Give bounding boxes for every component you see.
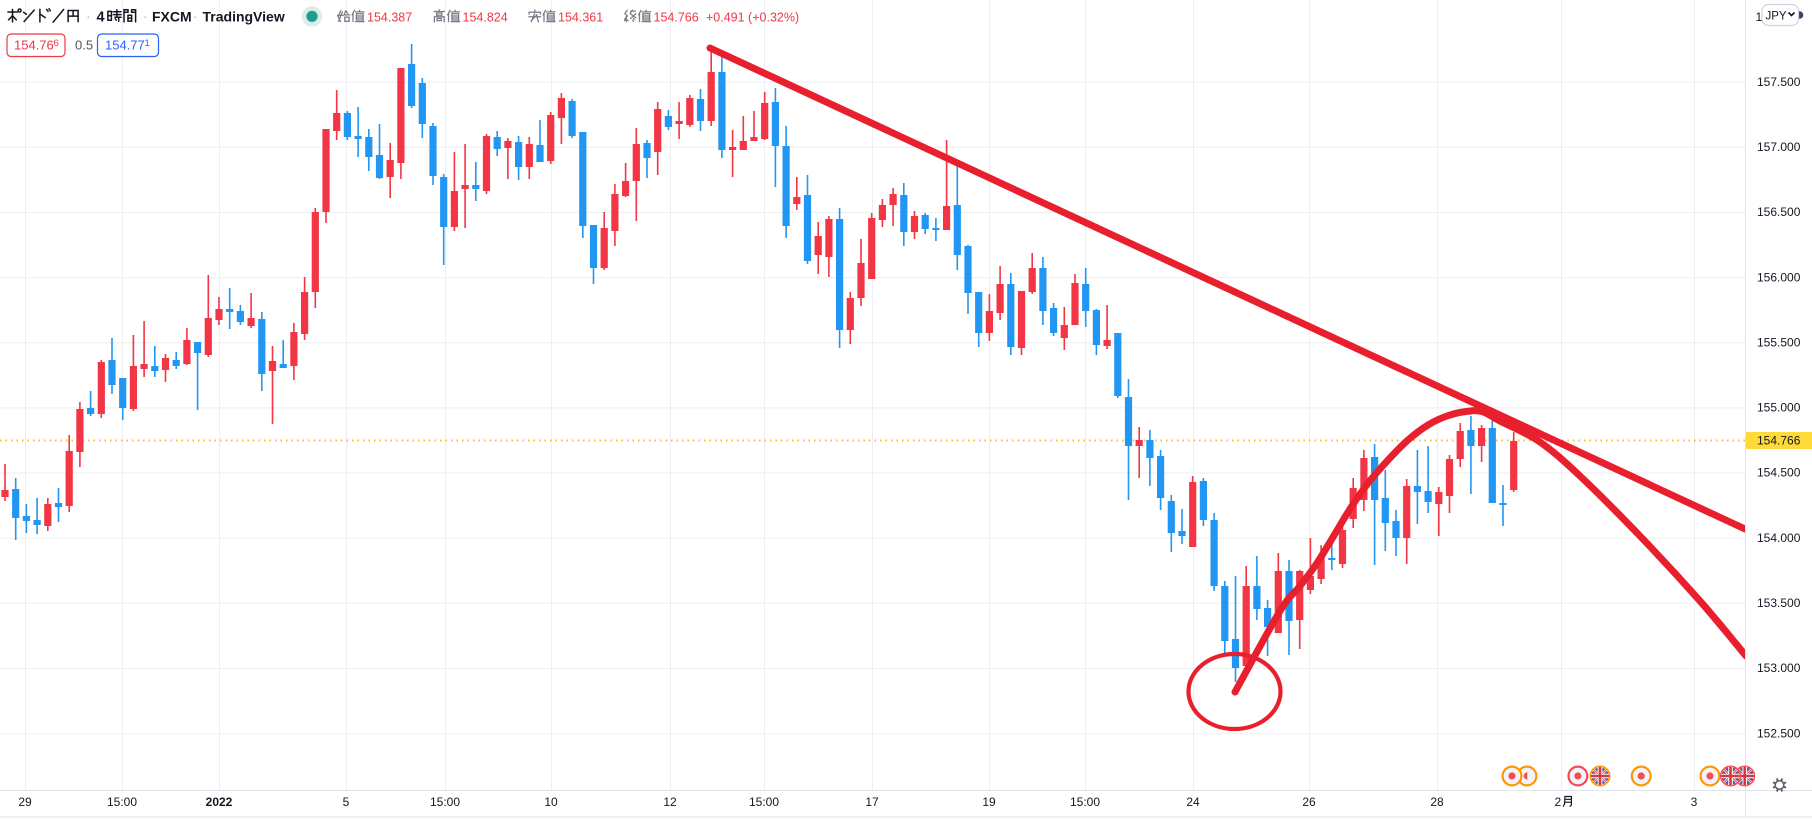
svg-text:154.000: 154.000 [1757,531,1801,545]
svg-text:26: 26 [1302,795,1316,809]
svg-text:157.000: 157.000 [1757,140,1801,154]
svg-text:1: 1 [145,38,150,49]
svg-text:·: · [193,8,198,24]
svg-text:154.766: 154.766 [1757,434,1801,448]
svg-text:154.766: 154.766 [654,11,699,25]
svg-text:154.76: 154.76 [14,38,54,53]
svg-text:·: · [86,8,91,24]
svg-text:157.500: 157.500 [1757,75,1801,89]
svg-text:JPY: JPY [1766,11,1787,23]
svg-text:29: 29 [18,795,32,809]
svg-text:12: 12 [663,795,677,809]
svg-text:156.500: 156.500 [1757,205,1801,219]
svg-text:3: 3 [1691,795,1698,809]
svg-text:·: · [143,8,148,24]
svg-text:154.387: 154.387 [367,11,412,25]
svg-text:24: 24 [1186,795,1200,809]
svg-text:154.77: 154.77 [105,38,145,53]
svg-text:15:00: 15:00 [107,795,137,809]
svg-text:155.000: 155.000 [1757,401,1801,415]
svg-text:152.500: 152.500 [1757,727,1801,741]
svg-text:4: 4 [97,10,105,26]
svg-text:+0.491 (+0.32%): +0.491 (+0.32%) [706,11,799,25]
svg-text:154.361: 154.361 [558,11,603,25]
svg-text:FXCM: FXCM [152,9,192,25]
svg-text:28: 28 [1430,795,1444,809]
svg-text:15:00: 15:00 [430,795,460,809]
svg-text:154.500: 154.500 [1757,466,1801,480]
svg-text:154.824: 154.824 [463,11,508,25]
svg-text:2022: 2022 [206,795,233,809]
svg-text:TradingView: TradingView [203,9,285,25]
svg-text:153.500: 153.500 [1757,596,1801,610]
svg-text:0.5: 0.5 [75,38,93,53]
svg-text:156.000: 156.000 [1757,270,1801,284]
svg-text:6: 6 [54,38,59,49]
svg-text:153.000: 153.000 [1757,661,1801,675]
svg-text:15:00: 15:00 [749,795,779,809]
svg-text:15:00: 15:00 [1070,795,1100,809]
svg-text:5: 5 [343,795,350,809]
svg-text:2: 2 [1555,795,1562,809]
svg-text:19: 19 [982,795,996,809]
svg-text:155.500: 155.500 [1757,335,1801,349]
svg-text:17: 17 [865,795,879,809]
svg-text:10: 10 [544,795,558,809]
